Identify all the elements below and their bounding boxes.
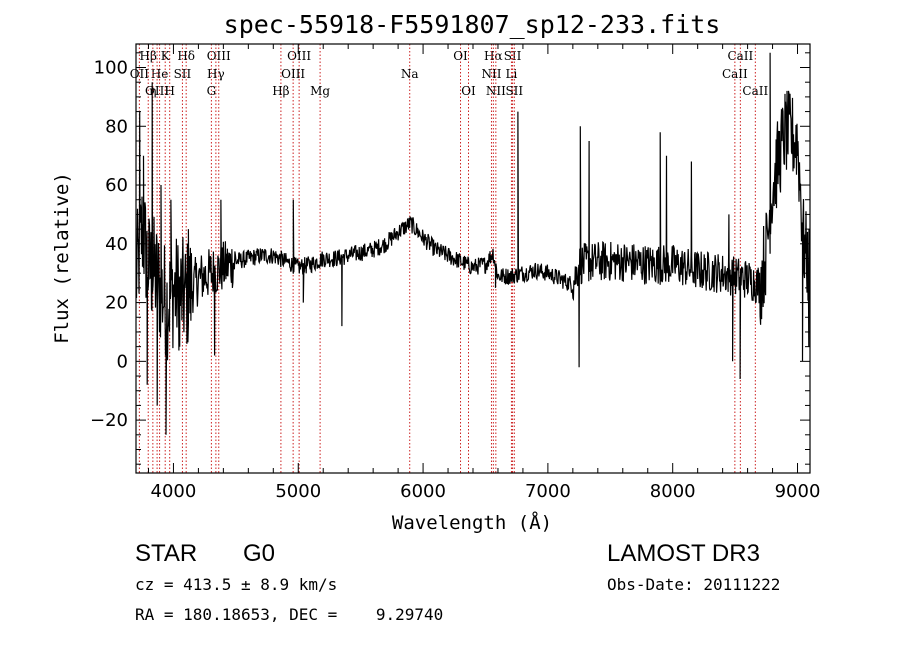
spectral-line-label: Hδ [177,49,195,63]
y-tick-label: 20 [105,293,128,314]
spectral-line-label: Hγ [207,67,225,81]
x-tick-label: 8000 [650,481,696,502]
spectral-line-label: K [161,49,171,63]
spectral-subclass: G0 [243,540,276,567]
spectral-line-label: G [207,84,217,98]
spectral-line-label: Na [401,67,419,81]
spectral-line-label: NII [486,84,506,98]
spectral-line-label: OIII [281,67,305,81]
y-tick-label: 0 [117,351,128,372]
redshift-value: cz = 413.5 ± 8.9 km/s [135,575,338,594]
spectral-line-label: OI [461,84,476,98]
y-tick-label: 60 [105,175,128,196]
x-tick-label: 5000 [275,481,321,502]
spectrum-chart: spec-55918-F5591807_sp12-233.fits Hβ K Hδ O… [51,10,821,534]
object-type: STAR [135,540,198,567]
x-axis-label: Wavelength (Å) [392,511,552,534]
spectral-line-label: NII [481,67,501,81]
spectrum-series-line [136,52,810,435]
spectral-line-label: SII [174,67,192,81]
y-tick-label: 80 [105,116,128,137]
spectral-line-label: H [164,84,174,98]
x-tick-label: 6000 [400,481,446,502]
spectral-line-label: OIII [207,49,231,63]
spectral-line-label: Hβ [140,49,157,63]
y-tick-label: 100 [94,58,128,79]
spectral-line-label: OIII [287,49,311,63]
spectral-line-label: CaII [742,84,768,98]
spectral-line-label: OII [130,67,150,81]
spectral-line-label: SII [505,84,523,98]
x-tick-label: 7000 [525,481,571,502]
spectral-line-label: OI [453,49,468,63]
observation-date: Obs-Date: 20111222 [607,575,781,594]
y-tick-label: −20 [90,410,128,431]
spectral-line-label: CaII [722,67,748,81]
survey-name: LAMOST DR3 [607,540,760,567]
spectral-line-label: Mg [310,84,330,98]
spectral-line-label: SII [504,49,522,63]
spectral-line-label: η [149,84,156,98]
spectral-line-label: Li [506,67,518,81]
spectral-line-label: He [151,67,169,81]
coordinates: RA = 180.18653, DEC = 9.29740 [135,605,444,624]
spectral-line-label: Hα [484,49,503,63]
spectral-line-label: CaII [727,49,753,63]
y-axis-label: Flux (relative) [51,172,73,344]
x-tick-label: 9000 [775,481,821,502]
y-tick-label: 40 [105,234,128,255]
spectral-line-label: Hβ [272,84,289,98]
x-tick-label: 4000 [151,481,197,502]
spectral-line-label: OIII [145,84,169,98]
chart-title: spec-55918-F5591807_sp12-233.fits [224,10,721,39]
